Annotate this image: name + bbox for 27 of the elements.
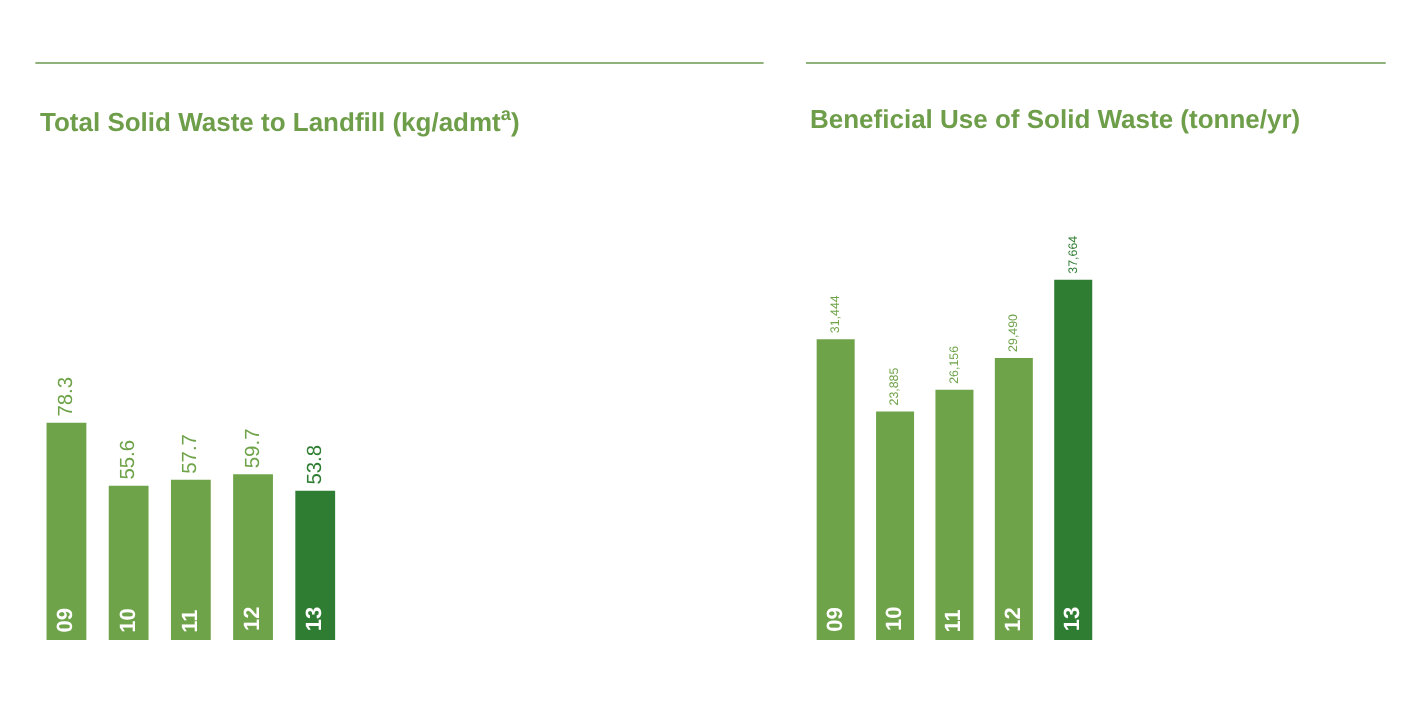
bar [46,422,87,640]
x-tick-label: 13 [1061,606,1086,632]
bar [170,479,211,640]
chart-title: Total Solid Waste to Landfill (kg/admt$^{a}$) [40,104,520,137]
data-label: 59.7 [242,427,265,469]
x-tick-label: 10 [883,606,908,632]
bar [816,339,855,640]
bar [1054,279,1093,640]
data-label: 57.7 [180,433,203,474]
x-tick-label: 11 [942,609,967,633]
data-label: 78.3 [56,376,79,417]
data-label: 53.8 [304,444,327,485]
x-tick-label: 13 [303,606,328,632]
x-tick-label: 11 [178,609,203,633]
x-tick-label: 10 [116,608,141,633]
bar [994,357,1033,640]
bar [233,474,273,640]
bar [935,389,974,640]
x-tick-label: 09 [823,607,848,632]
x-tick-label: 12 [241,606,266,632]
x-tick-label: 12 [1001,607,1026,632]
x-tick-label: 09 [54,607,79,633]
bar [295,490,336,640]
chart-title: Beneficial Use of Solid Waste (tonne/yr) [810,104,1301,134]
data-label: 55.6 [118,439,141,480]
bar [108,485,149,640]
bar [876,411,915,640]
